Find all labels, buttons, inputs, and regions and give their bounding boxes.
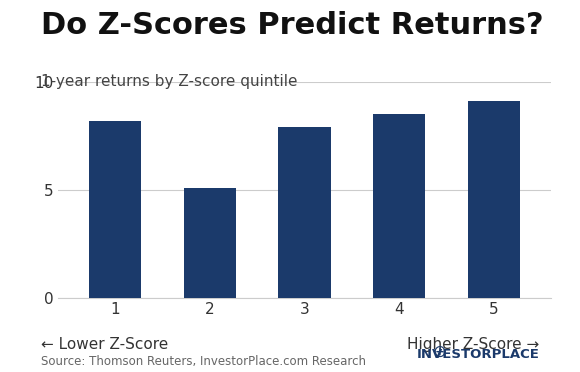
Text: Higher Z-Score →: Higher Z-Score → bbox=[407, 337, 539, 352]
Text: ⊕: ⊕ bbox=[432, 343, 446, 361]
Bar bbox=[278, 127, 331, 298]
Bar bbox=[89, 121, 141, 298]
Bar bbox=[468, 101, 520, 298]
Text: INVESTORPLACE: INVESTORPLACE bbox=[416, 348, 539, 361]
Text: Do Z-Scores Predict Returns?: Do Z-Scores Predict Returns? bbox=[41, 11, 543, 40]
Text: 1-year returns by Z-score quintile: 1-year returns by Z-score quintile bbox=[41, 74, 297, 89]
Text: Source: Thomson Reuters, InvestorPlace.com Research: Source: Thomson Reuters, InvestorPlace.c… bbox=[41, 355, 365, 368]
Bar bbox=[184, 187, 235, 298]
Text: ← Lower Z-Score: ← Lower Z-Score bbox=[41, 337, 168, 352]
Bar bbox=[374, 114, 425, 298]
